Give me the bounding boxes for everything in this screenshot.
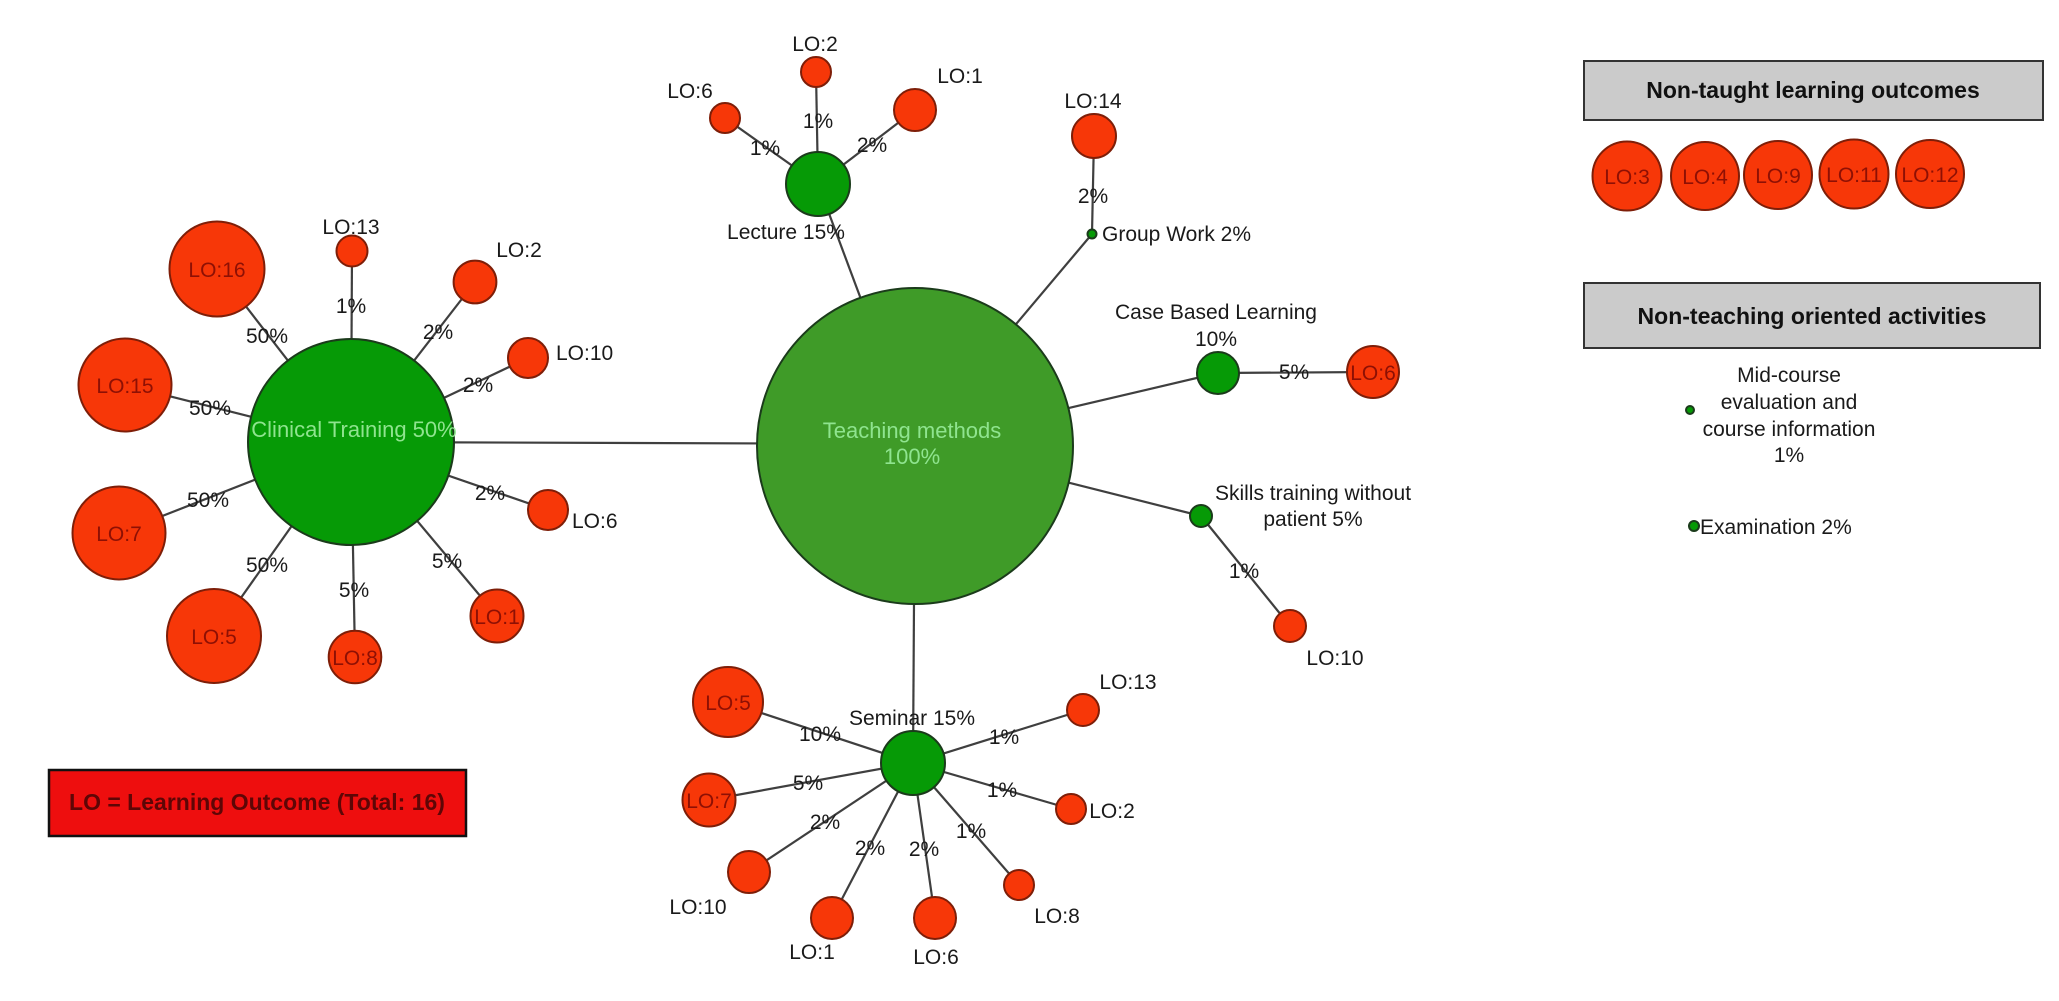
svg-text:5%: 5% — [432, 550, 462, 573]
svg-text:LO:9: LO:9 — [1755, 165, 1801, 188]
svg-text:5%: 5% — [793, 772, 823, 795]
svg-text:2%: 2% — [1078, 185, 1108, 208]
svg-text:course information: course information — [1703, 418, 1876, 441]
svg-text:1%: 1% — [336, 295, 366, 318]
svg-text:LO:7: LO:7 — [686, 790, 732, 813]
svg-text:LO:13: LO:13 — [1099, 671, 1156, 694]
svg-text:LO:13: LO:13 — [322, 216, 379, 239]
svg-text:LO:8: LO:8 — [1034, 905, 1080, 928]
svg-text:50%: 50% — [246, 554, 288, 577]
svg-text:LO:5: LO:5 — [191, 626, 237, 649]
svg-text:LO:1: LO:1 — [474, 606, 520, 629]
svg-text:Non-teaching oriented activiti: Non-teaching oriented activities — [1638, 303, 1987, 329]
svg-text:LO:2: LO:2 — [792, 33, 838, 56]
svg-text:2%: 2% — [857, 134, 887, 157]
svg-text:Clinical Training 50%: Clinical Training 50% — [251, 417, 456, 442]
svg-text:LO:8: LO:8 — [332, 647, 378, 670]
svg-text:LO:6: LO:6 — [1350, 362, 1396, 385]
svg-text:LO:2: LO:2 — [1089, 800, 1135, 823]
svg-text:1%: 1% — [987, 779, 1017, 802]
svg-text:10%: 10% — [1195, 328, 1237, 351]
svg-text:LO:5: LO:5 — [705, 692, 751, 715]
svg-text:5%: 5% — [1279, 361, 1309, 384]
svg-text:Mid-course: Mid-course — [1737, 364, 1841, 387]
svg-text:LO:2: LO:2 — [496, 239, 542, 262]
svg-text:LO:6: LO:6 — [572, 510, 618, 533]
svg-text:Examination 2%: Examination 2% — [1700, 516, 1852, 539]
svg-text:2%: 2% — [463, 374, 493, 397]
svg-text:2%: 2% — [423, 321, 453, 344]
svg-text:1%: 1% — [956, 820, 986, 843]
svg-text:2%: 2% — [909, 838, 939, 861]
svg-text:50%: 50% — [187, 489, 229, 512]
svg-text:Seminar 15%: Seminar 15% — [849, 707, 975, 730]
svg-text:LO:6: LO:6 — [667, 80, 713, 103]
svg-text:Non-taught learning outcomes: Non-taught learning outcomes — [1646, 77, 1980, 103]
svg-text:1%: 1% — [989, 726, 1019, 749]
svg-text:2%: 2% — [475, 482, 505, 505]
svg-text:LO:3: LO:3 — [1604, 166, 1650, 189]
svg-text:1%: 1% — [1229, 560, 1259, 583]
svg-text:LO:14: LO:14 — [1064, 90, 1122, 113]
svg-text:LO:10: LO:10 — [556, 342, 613, 365]
svg-text:1%: 1% — [803, 110, 833, 133]
svg-text:10%: 10% — [799, 723, 841, 746]
svg-text:LO:10: LO:10 — [1306, 647, 1363, 670]
svg-text:LO:10: LO:10 — [669, 896, 726, 919]
svg-text:evaluation and: evaluation and — [1721, 391, 1858, 414]
svg-text:1%: 1% — [1774, 444, 1804, 467]
svg-text:Lecture 15%: Lecture 15% — [727, 221, 845, 244]
svg-text:LO:15: LO:15 — [96, 375, 153, 398]
svg-text:2%: 2% — [810, 811, 840, 834]
svg-text:2%: 2% — [855, 837, 885, 860]
svg-text:Group Work 2%: Group Work 2% — [1102, 223, 1251, 246]
svg-text:LO = Learning Outcome (Total:: LO = Learning Outcome (Total: 16) — [69, 789, 445, 815]
svg-text:LO:7: LO:7 — [96, 523, 142, 546]
svg-text:1%: 1% — [750, 137, 780, 160]
svg-text:LO:12: LO:12 — [1901, 164, 1958, 187]
svg-text:LO:1: LO:1 — [937, 65, 983, 88]
svg-text:LO:11: LO:11 — [1826, 164, 1882, 187]
svg-text:Teaching methods: Teaching methods — [823, 418, 1002, 443]
svg-text:50%: 50% — [189, 397, 231, 420]
svg-text:Case Based Learning: Case Based Learning — [1115, 301, 1317, 324]
svg-text:LO:6: LO:6 — [913, 946, 959, 969]
svg-text:patient 5%: patient 5% — [1263, 508, 1362, 531]
svg-text:Skills training without: Skills training without — [1215, 482, 1411, 505]
svg-text:50%: 50% — [246, 325, 288, 348]
svg-text:100%: 100% — [884, 444, 940, 469]
svg-text:5%: 5% — [339, 579, 369, 602]
svg-text:LO:1: LO:1 — [789, 941, 835, 964]
svg-text:LO:4: LO:4 — [1682, 166, 1728, 189]
svg-text:LO:16: LO:16 — [188, 259, 245, 282]
